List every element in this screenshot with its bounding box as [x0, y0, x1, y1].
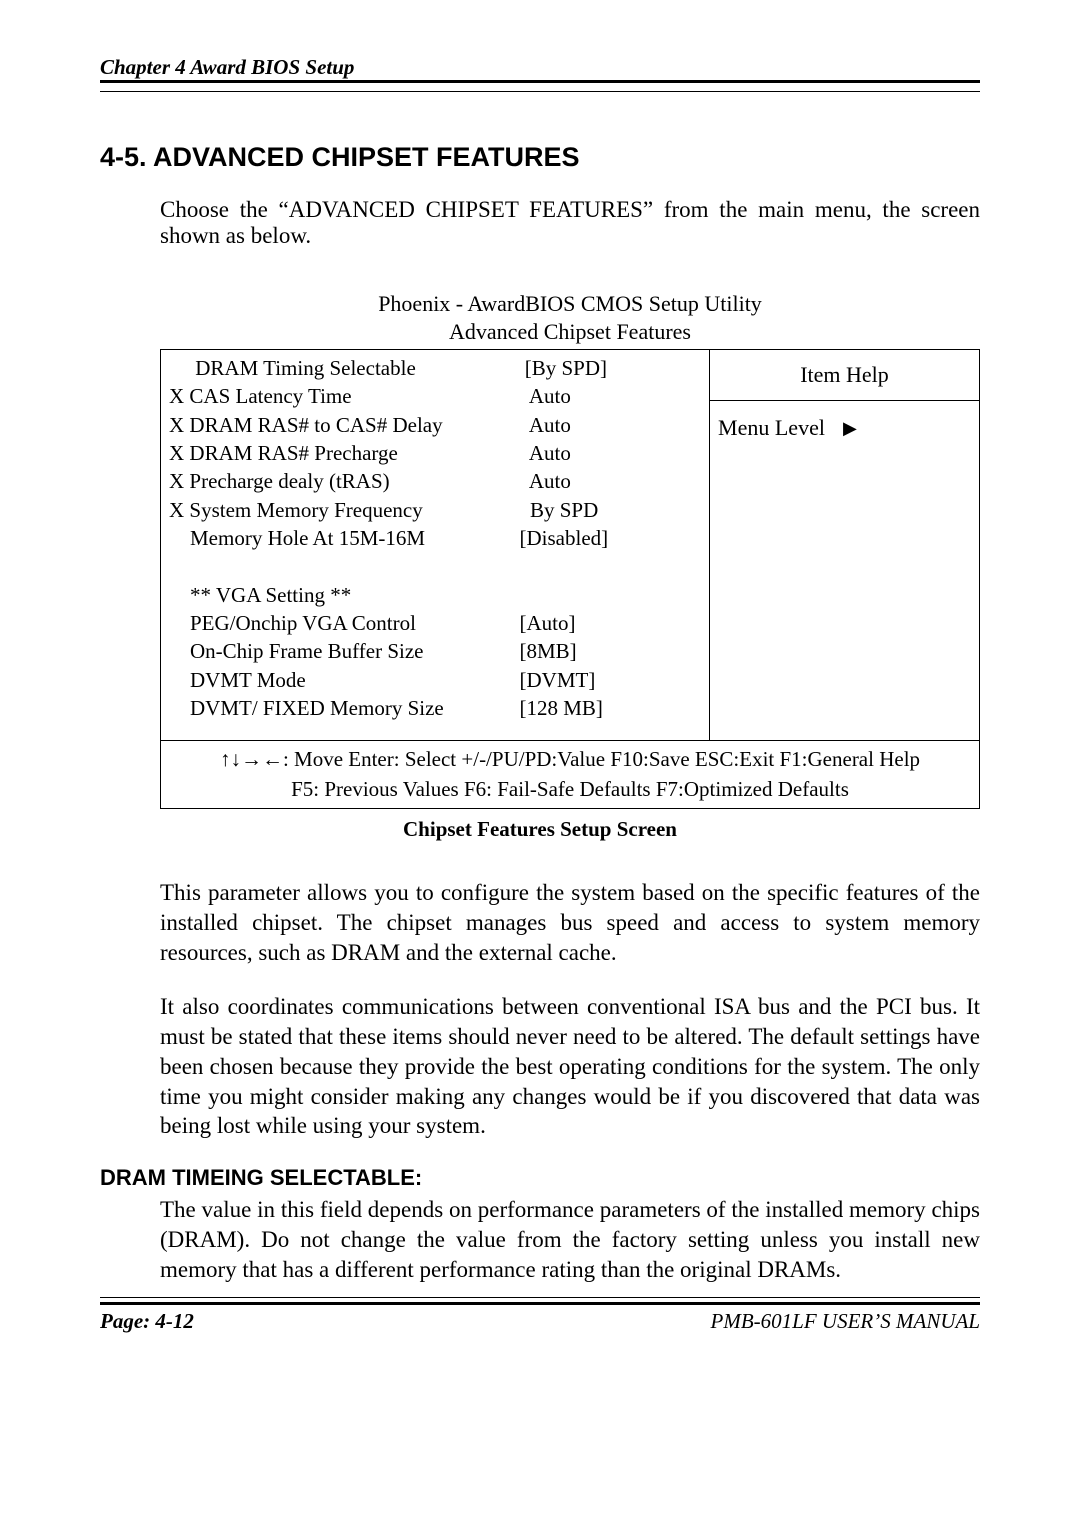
menu-level-label: Menu Level — [718, 415, 825, 441]
bios-row: Memory Hole At 15M-16M [Disabled] — [169, 524, 699, 552]
menu-level: Menu Level ▶ — [710, 401, 979, 455]
body-paragraph-2: It also coordinates communications betwe… — [160, 992, 980, 1141]
bios-footer: ↑↓→←: Move Enter: Select +/-/PU/PD:Value… — [161, 741, 979, 808]
bios-label — [169, 552, 509, 580]
bios-footer-line1: ↑↓→←: Move Enter: Select +/-/PU/PD:Value… — [167, 745, 973, 774]
bios-utility-subtitle: Advanced Chipset Features — [160, 319, 980, 345]
intro-paragraph: Choose the “ADVANCED CHIPSET FEATURES” f… — [160, 197, 980, 249]
page-number: Page: 4-12 — [100, 1309, 194, 1334]
bios-label: DRAM Timing Selectable — [169, 354, 509, 382]
bios-caption: Chipset Features Setup Screen — [100, 817, 980, 842]
bios-value: Auto — [509, 439, 571, 467]
bios-label: X System Memory Frequency — [169, 496, 509, 524]
bios-row: On-Chip Frame Buffer Size [8MB] — [169, 637, 699, 665]
bios-label: X DRAM RAS# Precharge — [169, 439, 509, 467]
bios-label: Memory Hole At 15M-16M — [169, 524, 509, 552]
bios-label: X Precharge dealy (tRAS) — [169, 467, 509, 495]
bios-label: DVMT Mode — [169, 666, 509, 694]
subsection-heading: DRAM TIMEING SELECTABLE: — [100, 1165, 980, 1191]
bios-label: X DRAM RAS# to CAS# Delay — [169, 411, 509, 439]
bios-value: [By SPD] — [509, 354, 607, 382]
bios-value: Auto — [509, 382, 571, 410]
page-footer: Page: 4-12 PMB-601LF USER’S MANUAL — [100, 1309, 980, 1334]
bios-body: DRAM Timing Selectable [By SPD] X CAS La… — [161, 350, 979, 741]
bios-screen: DRAM Timing Selectable [By SPD] X CAS La… — [160, 349, 980, 809]
bios-row: PEG/Onchip VGA Control [Auto] — [169, 609, 699, 637]
manual-name: PMB-601LF USER’S MANUAL — [711, 1309, 980, 1334]
bios-label: DVMT/ FIXED Memory Size — [169, 694, 509, 722]
chapter-header: Chapter 4 Award BIOS Setup — [100, 55, 354, 80]
bios-label: On-Chip Frame Buffer Size — [169, 637, 509, 665]
bios-row: X System Memory Frequency By SPD — [169, 496, 699, 524]
bios-row: DVMT Mode [DVMT] — [169, 666, 699, 694]
bios-value: Auto — [509, 467, 571, 495]
bios-value: [Disabled] — [509, 524, 608, 552]
bios-row: X DRAM RAS# to CAS# Delay Auto — [169, 411, 699, 439]
bios-row — [169, 552, 699, 580]
bios-row: DRAM Timing Selectable [By SPD] — [169, 354, 699, 382]
bios-label: PEG/Onchip VGA Control — [169, 609, 509, 637]
bios-row: X Precharge dealy (tRAS) Auto — [169, 467, 699, 495]
header-rule: Chapter 4 Award BIOS Setup — [100, 80, 980, 92]
bios-value: [Auto] — [509, 609, 576, 637]
bios-value: [DVMT] — [509, 666, 595, 694]
bios-row: ** VGA Setting ** — [169, 581, 699, 609]
footer-rule — [100, 1297, 980, 1305]
bios-settings-column: DRAM Timing Selectable [By SPD] X CAS La… — [161, 350, 709, 740]
bios-value: By SPD — [509, 496, 598, 524]
bios-value: [128 MB] — [509, 694, 603, 722]
bios-help-column: Item Help Menu Level ▶ — [709, 350, 979, 740]
bios-label: X CAS Latency Time — [169, 382, 509, 410]
bios-row: DVMT/ FIXED Memory Size [128 MB] — [169, 694, 699, 722]
subsection-text: The value in this field depends on perfo… — [160, 1195, 980, 1285]
section-title: 4-5. ADVANCED CHIPSET FEATURES — [100, 142, 980, 173]
bios-value: [8MB] — [509, 637, 577, 665]
bios-label: ** VGA Setting ** — [169, 581, 509, 609]
item-help-title: Item Help — [710, 350, 979, 401]
bios-utility-title: Phoenix - AwardBIOS CMOS Setup Utility — [160, 291, 980, 317]
bios-row: X CAS Latency Time Auto — [169, 382, 699, 410]
body-paragraph-1: This parameter allows you to configure t… — [160, 878, 980, 968]
bios-footer-line2: F5: Previous Values F6: Fail-Safe Defaul… — [167, 775, 973, 804]
bios-value — [509, 552, 514, 580]
arrow-right-icon: ▶ — [843, 418, 857, 439]
bios-value: Auto — [509, 411, 571, 439]
bios-row: X DRAM RAS# Precharge Auto — [169, 439, 699, 467]
